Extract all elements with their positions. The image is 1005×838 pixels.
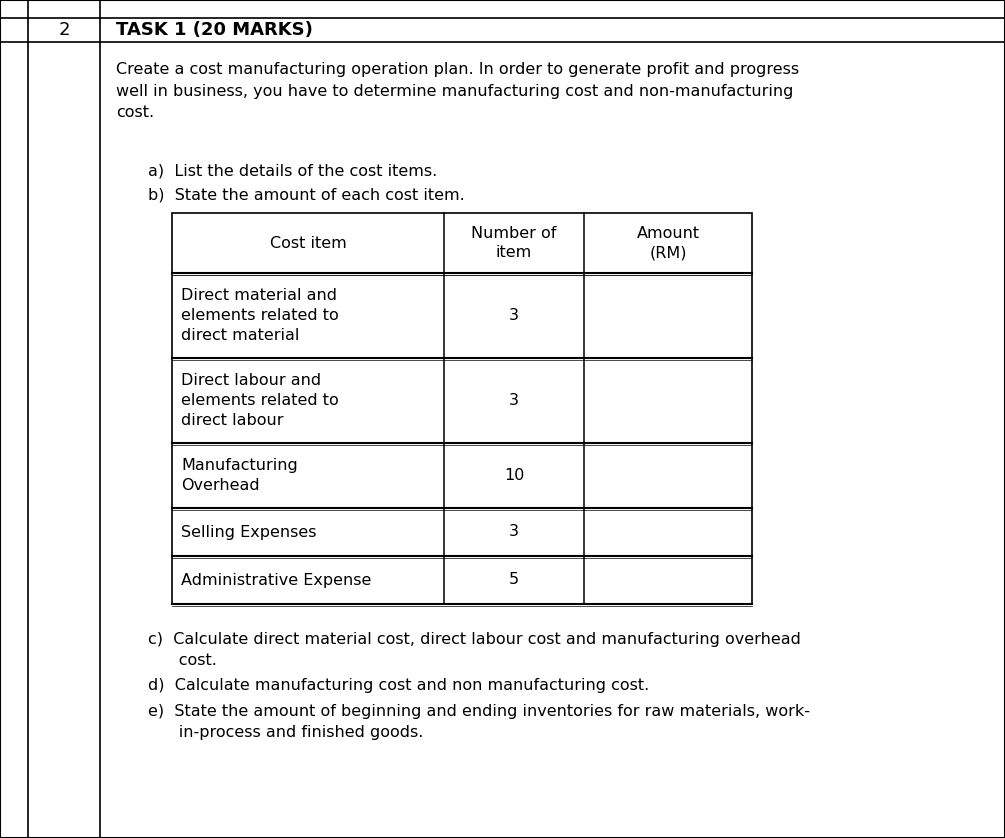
Text: 2: 2 — [58, 21, 69, 39]
Text: Direct material and
elements related to
direct material: Direct material and elements related to … — [181, 287, 339, 344]
Text: TASK 1 (20 MARKS): TASK 1 (20 MARKS) — [116, 21, 313, 39]
Text: e)  State the amount of beginning and ending inventories for raw materials, work: e) State the amount of beginning and end… — [148, 704, 810, 740]
Text: Amount
(RM): Amount (RM) — [636, 225, 699, 261]
Text: b)  State the amount of each cost item.: b) State the amount of each cost item. — [148, 188, 464, 203]
Text: 10: 10 — [504, 468, 525, 483]
Text: Cost item: Cost item — [269, 235, 347, 251]
Text: Create a cost manufacturing operation plan. In order to generate profit and prog: Create a cost manufacturing operation pl… — [116, 62, 799, 120]
Text: Manufacturing
Overhead: Manufacturing Overhead — [181, 458, 297, 494]
Text: 5: 5 — [509, 572, 519, 587]
Text: Number of
item: Number of item — [471, 225, 557, 261]
Text: 3: 3 — [509, 308, 519, 323]
Text: Direct labour and
elements related to
direct labour: Direct labour and elements related to di… — [181, 373, 339, 428]
Text: a)  List the details of the cost items.: a) List the details of the cost items. — [148, 164, 437, 179]
Text: Administrative Expense: Administrative Expense — [181, 572, 372, 587]
Bar — [172, 213, 752, 604]
Text: 3: 3 — [509, 525, 519, 540]
Text: c)  Calculate direct material cost, direct labour cost and manufacturing overhea: c) Calculate direct material cost, direc… — [148, 632, 801, 668]
Text: Selling Expenses: Selling Expenses — [181, 525, 317, 540]
Text: d)  Calculate manufacturing cost and non manufacturing cost.: d) Calculate manufacturing cost and non … — [148, 678, 649, 693]
Text: 3: 3 — [509, 393, 519, 408]
